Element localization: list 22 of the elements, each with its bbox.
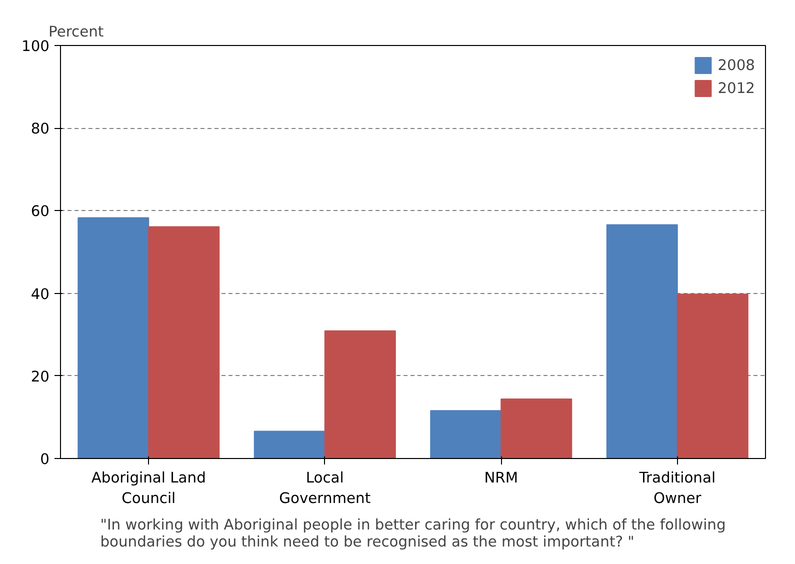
y-tick-label: 80 (30, 120, 50, 138)
x-tick-label: NRM (484, 470, 518, 486)
text: "In working with Aboriginal people in better caring for country, which of the following boundaries do you think need to be recognised as the most important? " (100, 516, 726, 550)
bar (148, 226, 220, 458)
y-tick-label: 40 (30, 286, 50, 303)
bar (500, 398, 572, 458)
bar (254, 430, 326, 458)
y-axis-title: Percent (48, 24, 104, 40)
y-tick-label: 0 (40, 451, 50, 468)
x-tick-label: Traditional Owner (638, 470, 716, 507)
bar (606, 224, 678, 458)
bar (324, 330, 396, 458)
y-tick-label: 60 (30, 203, 50, 220)
y-tick-label: 20 (30, 368, 50, 386)
y-tick-label: 100 (22, 38, 50, 55)
x-tick-label: Local Government (279, 470, 371, 507)
bar (430, 410, 502, 458)
legend-label: 2012 (718, 80, 755, 96)
bar (676, 294, 748, 458)
x-tick-label: Aboriginal Land Council (91, 470, 206, 507)
legend-label: 2008 (718, 56, 755, 74)
bar (78, 217, 150, 458)
